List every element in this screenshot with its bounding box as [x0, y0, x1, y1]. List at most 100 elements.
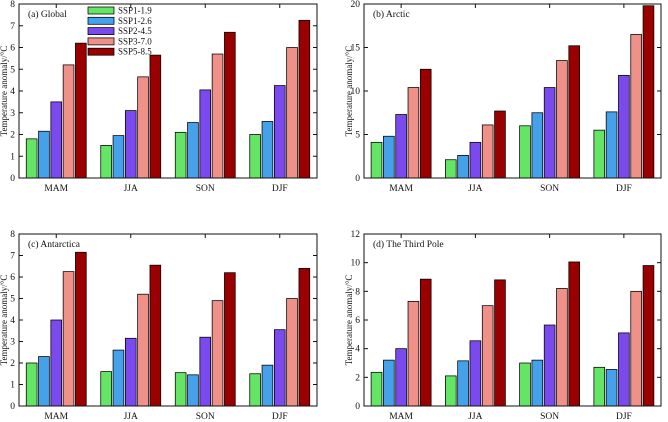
bar-ssp3-7.0-son	[211, 300, 224, 407]
y-tick-label: 0	[355, 402, 360, 412]
y-tick-label: 3	[10, 109, 15, 119]
legend-label: SSP3-7.0	[118, 36, 152, 46]
plot-box	[18, 233, 318, 407]
bar-ssp1-2.6-djf	[605, 111, 618, 179]
bar-ssp1-2.6-mam	[38, 356, 50, 407]
bar-ssp1-2.6-son	[531, 359, 544, 407]
plot-box	[18, 3, 318, 179]
bar-ssp2-4.5-son	[199, 89, 212, 179]
panel-c-antarctica: 0 1 2 3 4 5 6 7 8 MAM JJA SON DJF (c) Antarctica Tempe…	[0, 211, 334, 422]
legend-label: SSP2-4.5	[118, 26, 152, 36]
y-tick-label: 7	[10, 22, 15, 32]
y-tick-label: 5	[355, 131, 360, 141]
bar-ssp3-7.0-mam	[62, 64, 75, 179]
bar-ssp5-8.5-djf	[298, 19, 311, 179]
y-axis-label: Temperature anomaly/°C	[344, 275, 354, 366]
bar-ssp1-2.6-mam	[383, 359, 395, 407]
bar-ssp2-4.5-jja	[124, 110, 137, 179]
x-tick-label: SON	[196, 184, 215, 194]
bar-ssp1-2.6-djf	[605, 369, 618, 407]
panel-b-arctic: 0 5 10 15 20 MAM JJA SON DJF (b) Arctic Temperatur…	[334, 0, 668, 211]
bar-ssp5-8.5-son	[568, 45, 580, 179]
y-tick-label: 4	[10, 316, 15, 326]
y-tick-label: 5	[10, 65, 15, 75]
bar-ssp3-7.0-mam	[407, 87, 420, 179]
y-tick-label: 15	[351, 44, 361, 54]
y-tick-label: 10	[351, 87, 361, 97]
bar-ssp2-4.5-djf	[618, 74, 630, 179]
bar-ssp5-8.5-son	[224, 31, 236, 179]
bar-ssp3-7.0-jja	[137, 76, 149, 179]
panel-title: (b) Arctic	[373, 9, 410, 20]
x-tick-label: DJF	[272, 412, 288, 422]
y-tick-label: 0	[10, 402, 15, 412]
y-tick-label: 0	[10, 174, 15, 184]
y-tick-label: 5	[10, 295, 15, 305]
bar-ssp1-1.9-mam	[25, 362, 38, 407]
bar-ssp5-8.5-son	[568, 261, 580, 407]
bar-ssp1-2.6-jja	[457, 155, 469, 179]
bar-ssp1-1.9-son	[174, 372, 187, 407]
y-tick-label: 2	[10, 359, 15, 369]
bar-ssp1-1.9-djf	[593, 129, 606, 179]
bar-ssp2-4.5-djf	[618, 332, 630, 407]
legend-swatch-ssp2-4.5	[87, 27, 115, 35]
bar-ssp1-2.6-mam	[38, 130, 50, 179]
bar-ssp5-8.5-mam	[419, 278, 432, 407]
y-tick-label: 1	[10, 152, 15, 162]
x-tick-label: DJF	[616, 184, 632, 194]
bar-ssp2-4.5-son	[543, 324, 556, 407]
bar-ssp3-7.0-jja	[481, 124, 494, 179]
y-axis-label: Temperature anomaly/°C	[0, 275, 9, 366]
y-tick-label: 8	[355, 287, 360, 297]
bar-ssp5-8.5-son	[224, 272, 236, 407]
bar-ssp1-1.9-mam	[25, 138, 38, 179]
bar-ssp5-8.5-mam	[75, 251, 87, 407]
bar-chart: 0 1 2 3 4 5 6 7 8 MAM JJA SON DJF (a) Global Temperatu…	[0, 0, 318, 194]
bar-chart: 0 1 2 3 4 5 6 7 8 MAM JJA SON DJF (c) Antarctica Tempe…	[0, 230, 318, 422]
y-tick-label: 8	[10, 0, 15, 10]
y-tick-label: 10	[351, 259, 361, 269]
bar-ssp1-2.6-son	[187, 122, 199, 179]
bar-ssp3-7.0-djf	[286, 47, 298, 179]
y-tick-label: 12	[351, 230, 361, 240]
x-tick-label: DJF	[616, 412, 632, 422]
bar-chart: 0 5 10 15 20 MAM JJA SON DJF (b) Arctic Temperatur…	[344, 0, 662, 194]
x-tick-label: MAM	[389, 412, 413, 422]
bar-ssp1-1.9-jja	[100, 371, 112, 407]
bar-ssp1-1.9-son	[174, 131, 187, 179]
y-tick-label: 2	[355, 373, 360, 383]
bar-ssp3-7.0-djf	[630, 290, 642, 407]
y-tick-label: 4	[10, 87, 15, 97]
bar-ssp2-4.5-jja	[469, 340, 482, 407]
bar-ssp1-2.6-jja	[112, 135, 125, 179]
y-tick-label: 6	[10, 273, 15, 283]
bar-ssp5-8.5-mam	[419, 68, 432, 179]
bar-ssp1-1.9-jja	[445, 375, 457, 407]
bar-ssp3-7.0-mam	[62, 271, 75, 407]
x-tick-label: MAM	[389, 184, 413, 194]
bar-ssp3-7.0-jja	[481, 305, 494, 407]
panel-title: (d) The Third Pole	[373, 239, 444, 250]
bar-ssp2-4.5-mam	[395, 114, 407, 179]
x-tick-label: DJF	[272, 184, 288, 194]
y-tick-label: 0	[355, 174, 360, 184]
y-tick-label: 3	[10, 338, 15, 348]
bar-ssp2-4.5-djf	[273, 85, 286, 179]
bar-ssp3-7.0-son	[211, 53, 224, 179]
panel-title: (c) Antarctica	[28, 239, 81, 250]
bar-ssp1-1.9-jja	[100, 145, 112, 179]
x-tick-label: JJA	[468, 184, 482, 194]
bar-ssp3-7.0-djf	[630, 34, 642, 179]
bar-ssp5-8.5-jja	[494, 279, 506, 407]
y-tick-label: 2	[10, 131, 15, 141]
plot-box	[363, 233, 662, 407]
x-tick-label: MAM	[44, 184, 68, 194]
legend-swatch-ssp5-8.5	[87, 47, 115, 56]
bar-ssp2-4.5-mam	[50, 319, 63, 407]
bar-ssp1-2.6-djf	[261, 121, 274, 179]
bar-ssp2-4.5-jja	[469, 141, 482, 179]
bar-ssp2-4.5-djf	[273, 329, 286, 407]
legend-swatch-ssp3-7.0	[87, 37, 115, 46]
